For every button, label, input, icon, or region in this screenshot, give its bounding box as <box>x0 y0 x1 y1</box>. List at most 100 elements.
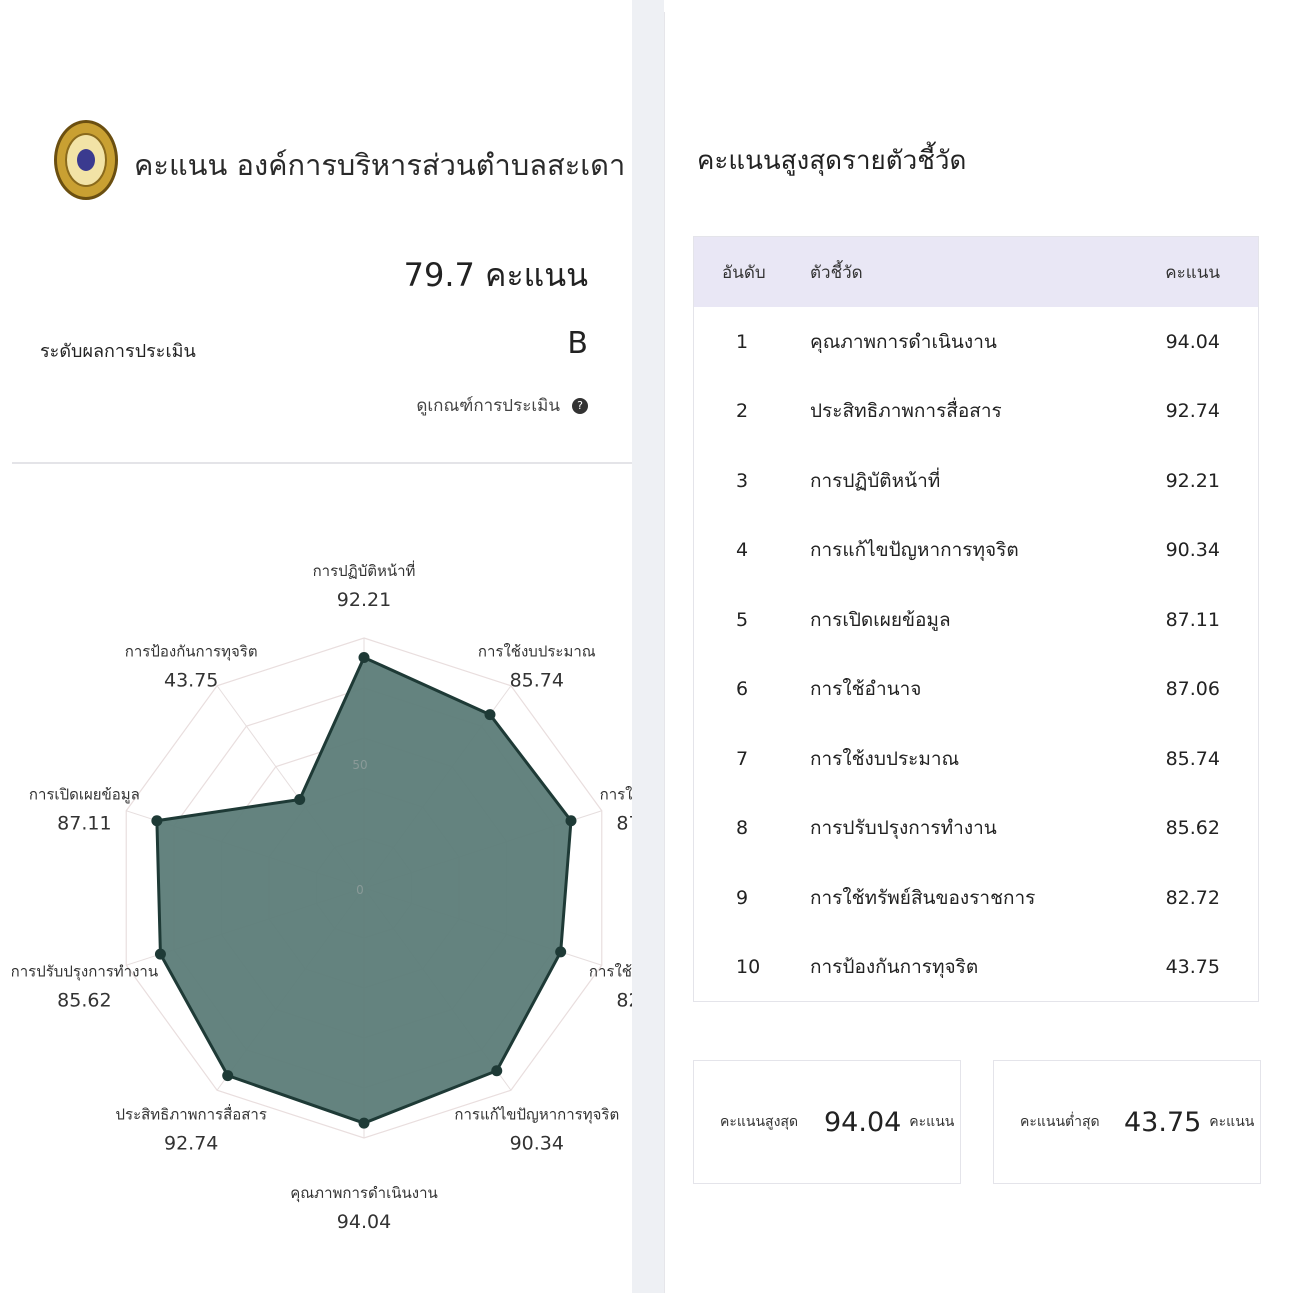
grade-label: ระดับผลการประเมิน <box>40 341 196 362</box>
row-score: 90.34 <box>1165 539 1220 562</box>
table-row: 10 การป้องกันการทุจริต 43.75 <box>694 933 1258 1003</box>
radar-axis-label: การใช้ทรัพย์สินข <box>589 962 632 980</box>
row-rank: 4 <box>736 539 749 562</box>
radar-chart: 0 50 การปฏิบัติหน้าที่ 92.21 การใช้งบประมาณ 8… <box>12 560 632 1230</box>
radar-axis-label: ประสิทธิภาพการสื่อสาร <box>115 1103 266 1123</box>
radar-data-point <box>154 948 166 960</box>
table-row: 6 การใช้อำนาจ 87.06 <box>694 655 1258 725</box>
radar-data-point <box>294 794 306 806</box>
radar-value-label: 92.21 <box>337 589 391 611</box>
row-rank: 9 <box>736 886 749 909</box>
radar-value-label: 82.72 <box>616 989 632 1011</box>
radar-value-label: 43.75 <box>164 670 218 692</box>
row-score: 85.74 <box>1165 747 1220 770</box>
row-indicator: คุณภาพการดำเนินงาน <box>810 330 997 353</box>
radar-axis-label: การป้องกันการทุจริต <box>125 643 258 662</box>
min-score-label: คะแนนต่ำสุด <box>1020 1114 1100 1130</box>
column-header-indicator: ตัวชี้วัด <box>810 262 863 283</box>
row-indicator: การป้องกันการทุจริต <box>810 956 979 979</box>
row-indicator: การปฏิบัติหน้าที่ <box>810 469 941 492</box>
table-row: 5 การเปิดเผยข้อมูล 87.11 <box>694 585 1258 655</box>
radar-axis-label: คุณภาพการดำเนินงาน <box>290 1184 438 1203</box>
radar-data-point <box>358 651 370 663</box>
radar-value-label: 90.34 <box>510 1132 564 1154</box>
min-score-value: 43.75 <box>1124 1106 1202 1138</box>
radar-data-point <box>151 815 163 827</box>
row-indicator: การเปิดเผยข้อมูล <box>810 608 951 631</box>
radar-value-label: 92.74 <box>164 1132 218 1154</box>
ranking-title: คะแนนสูงสุดรายตัวชี้วัด <box>697 146 967 176</box>
ranking-table: อันดับ ตัวชี้วัด คะแนน 1 คุณภาพการดำเนินง… <box>693 236 1259 1002</box>
view-criteria-label: ดูเกณฑ์การประเมิน <box>416 396 560 416</box>
logo-inner-ring <box>65 133 107 187</box>
row-indicator: ประสิทธิภาพการสื่อสาร <box>810 400 1002 423</box>
table-row: 8 การปรับปรุงการทำงาน 85.62 <box>694 794 1258 864</box>
total-score: 79.7 คะแนน <box>403 256 588 294</box>
table-row: 3 การปฏิบัติหน้าที่ 92.21 <box>694 446 1258 516</box>
row-score: 87.11 <box>1165 608 1220 631</box>
column-gutter <box>632 0 664 1293</box>
row-score: 87.06 <box>1165 678 1220 701</box>
max-score-unit: คะแนน <box>909 1114 955 1130</box>
radar-value-label: 87.06 <box>616 813 632 835</box>
row-score: 43.75 <box>1165 956 1220 979</box>
radar-axis-label: การเปิดเผยข้อมูล <box>29 786 140 804</box>
row-rank: 10 <box>736 956 761 979</box>
radar-data-point <box>565 815 577 827</box>
table-row: 1 คุณภาพการดำเนินงาน 94.04 <box>694 307 1258 377</box>
row-score: 85.62 <box>1165 817 1220 840</box>
row-indicator: การใช้อำนาจ <box>810 678 922 701</box>
question-circle-icon[interactable]: ? <box>572 398 588 414</box>
row-score: 92.74 <box>1165 400 1220 423</box>
ranking-panel: คะแนนสูงสุดรายตัวชี้วัด อันดับ ตัวชี้วัด… <box>664 12 1286 1293</box>
row-score: 82.72 <box>1165 886 1220 909</box>
row-indicator: การแก้ไขปัญหาการทุจริต <box>810 539 1019 562</box>
column-header-rank: อันดับ <box>722 262 766 283</box>
min-score-card: คะแนนต่ำสุด 43.75 คะแนน <box>993 1060 1261 1184</box>
row-rank: 1 <box>736 330 749 353</box>
table-header: อันดับ ตัวชี้วัด คะแนน <box>694 237 1258 307</box>
radar-value-label: 94.04 <box>337 1211 391 1230</box>
table-row: 9 การใช้ทรัพย์สินของราชการ 82.72 <box>694 863 1258 933</box>
row-score: 94.04 <box>1165 330 1220 353</box>
column-header-score: คะแนน <box>1165 262 1220 283</box>
radar-data-point <box>484 709 496 721</box>
row-indicator: การใช้งบประมาณ <box>810 747 960 770</box>
view-criteria-link[interactable]: ดูเกณฑ์การประเมิน? <box>416 392 588 419</box>
row-rank: 3 <box>736 469 749 492</box>
radar-axis-label: การปรับปรุงการทำงาน <box>12 962 158 981</box>
max-score-card: คะแนนสูงสุด 94.04 คะแนน <box>693 1060 961 1184</box>
radar-tick-label: 0 <box>356 883 364 897</box>
row-rank: 2 <box>736 400 749 423</box>
table-row: 7 การใช้งบประมาณ 85.74 <box>694 724 1258 794</box>
radar-data-point <box>491 1065 503 1077</box>
radar-axis-label: การปฏิบัติหน้าที่ <box>313 560 416 580</box>
score-overview-panel: คะแนน องค์การบริหารส่วนตำบลสะเดา 79.7 คะ… <box>0 0 632 1293</box>
row-score: 92.21 <box>1165 469 1220 492</box>
row-indicator: การใช้ทรัพย์สินของราชการ <box>810 886 1036 909</box>
radar-data-point <box>555 946 567 958</box>
logo-emblem <box>77 149 95 171</box>
radar-value-label: 87.11 <box>57 813 111 835</box>
radar-data-point <box>222 1070 234 1082</box>
table-row: 2 ประสิทธิภาพการสื่อสาร 92.74 <box>694 377 1258 447</box>
row-rank: 7 <box>736 747 749 770</box>
row-indicator: การปรับปรุงการทำงาน <box>810 817 997 840</box>
min-score-unit: คะแนน <box>1209 1114 1255 1130</box>
radar-value-label: 85.62 <box>57 989 111 1011</box>
radar-tick-label: 50 <box>352 758 367 772</box>
radar-value-label: 85.74 <box>510 670 564 692</box>
organization-logo <box>54 120 118 200</box>
radar-axis-label: การแก้ไขปัญหาการทุจริต <box>454 1105 619 1124</box>
organization-title: คะแนน องค์การบริหารส่วนตำบลสะเดา <box>134 148 626 182</box>
row-rank: 5 <box>736 608 749 631</box>
row-rank: 6 <box>736 678 749 701</box>
table-body: 1 คุณภาพการดำเนินงาน 94.04 2 ประสิทธิภาพการส… <box>694 307 1258 1002</box>
grade-value: B <box>567 326 588 361</box>
radar-series-area <box>155 655 573 1125</box>
row-rank: 8 <box>736 817 749 840</box>
max-score-value: 94.04 <box>824 1106 902 1138</box>
max-score-label: คะแนนสูงสุด <box>720 1114 799 1130</box>
radar-axis-label: การใช้อำนาจ <box>600 786 632 804</box>
radar-axis-label: การใช้งบประมาณ <box>478 643 596 661</box>
